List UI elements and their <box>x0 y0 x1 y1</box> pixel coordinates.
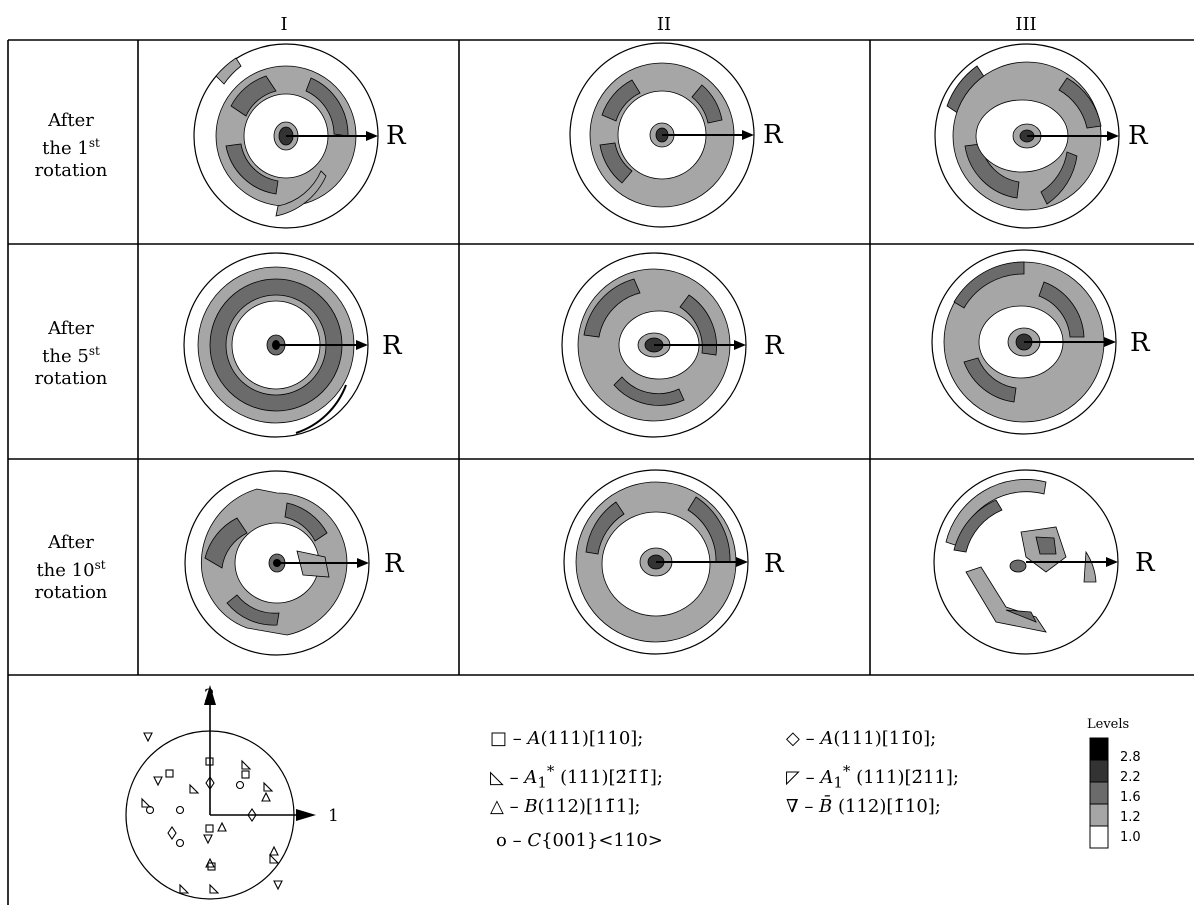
direction-label-r2-c1: R <box>382 331 403 361</box>
diamond-symbol-icon: ◇ <box>786 728 800 749</box>
ideal-orientation-key: 2 1 <box>125 685 339 900</box>
level-swatch <box>1089 737 1109 761</box>
legend-item: □ – A(111)[110]; <box>490 728 644 749</box>
level-swatch <box>1089 781 1109 805</box>
direction-label-r3-c1: R <box>384 549 405 579</box>
direction-label-r1-c3: R <box>1128 121 1149 151</box>
level-value: 1.0 <box>1120 830 1141 845</box>
direction-label-r3-c2: R <box>764 549 785 579</box>
pole-figure-r3-c3 <box>933 469 1119 655</box>
column-header-I: I <box>280 14 288 35</box>
pole-figure-r1-c3 <box>934 43 1120 229</box>
direction-label-r1-c1: R <box>386 121 407 151</box>
pole-figure-r2-c2 <box>561 252 747 438</box>
square-symbol-icon: □ <box>490 728 508 749</box>
circle-symbol-icon: o <box>496 830 507 851</box>
legend-item: ◇ – A(111)[11̄0]; <box>786 728 937 749</box>
triangle-down-symbol-icon: ∇ <box>786 796 799 817</box>
column-header-III: III <box>1015 14 1037 35</box>
level-swatch <box>1089 825 1109 849</box>
legend-item: ◸ – A1* (111)[2̄11]; <box>786 762 959 792</box>
axis-label-horizontal: 1 <box>328 806 339 826</box>
triangle-up-symbol-icon: △ <box>490 796 504 817</box>
row-label-3: After the 10st rotation <box>34 532 108 603</box>
pole-figure-r3-c1 <box>184 470 370 656</box>
level-value: 2.2 <box>1120 770 1141 785</box>
level-swatch <box>1089 759 1109 783</box>
pole-figure-r1-c2 <box>569 42 755 228</box>
row-label-2: After the 5st rotation <box>34 318 108 389</box>
legend-item: ∇ – B̄ (112)[1̄10]; <box>786 796 941 817</box>
pole-figure-r2-c1 <box>183 252 369 438</box>
levels-title: Levels <box>1087 717 1130 732</box>
axis-label-vertical: 2 <box>204 686 215 706</box>
pole-figure-r1-c1 <box>193 43 379 229</box>
legend-item: ◺ – A1* (111)[2̄1̄1̄]; <box>490 762 663 792</box>
left-triangle-symbol-icon: ◸ <box>786 767 800 788</box>
row-label-1: After the 1st rotation <box>34 110 108 181</box>
direction-label-r3-c3: R <box>1135 548 1156 578</box>
levels-scale <box>1089 737 1109 849</box>
legend-item: o – C{001}<110> <box>496 830 663 851</box>
direction-label-r2-c2: R <box>764 331 785 361</box>
legend-item: △ – B(112)[11̄1]; <box>490 796 641 817</box>
level-value: 2.8 <box>1120 750 1141 765</box>
pole-figure-r2-c3 <box>931 249 1117 435</box>
right-triangle-symbol-icon: ◺ <box>490 767 504 788</box>
pole-figure: R R R R <box>183 42 1156 656</box>
level-swatch <box>1089 803 1109 827</box>
direction-label-r1-c2: R <box>763 120 784 150</box>
level-value: 1.2 <box>1120 810 1141 825</box>
direction-label-r2-c3: R <box>1130 328 1151 358</box>
level-value: 1.6 <box>1120 790 1141 805</box>
column-header-II: II <box>656 14 672 35</box>
pole-figure-r3-c2 <box>563 469 749 655</box>
